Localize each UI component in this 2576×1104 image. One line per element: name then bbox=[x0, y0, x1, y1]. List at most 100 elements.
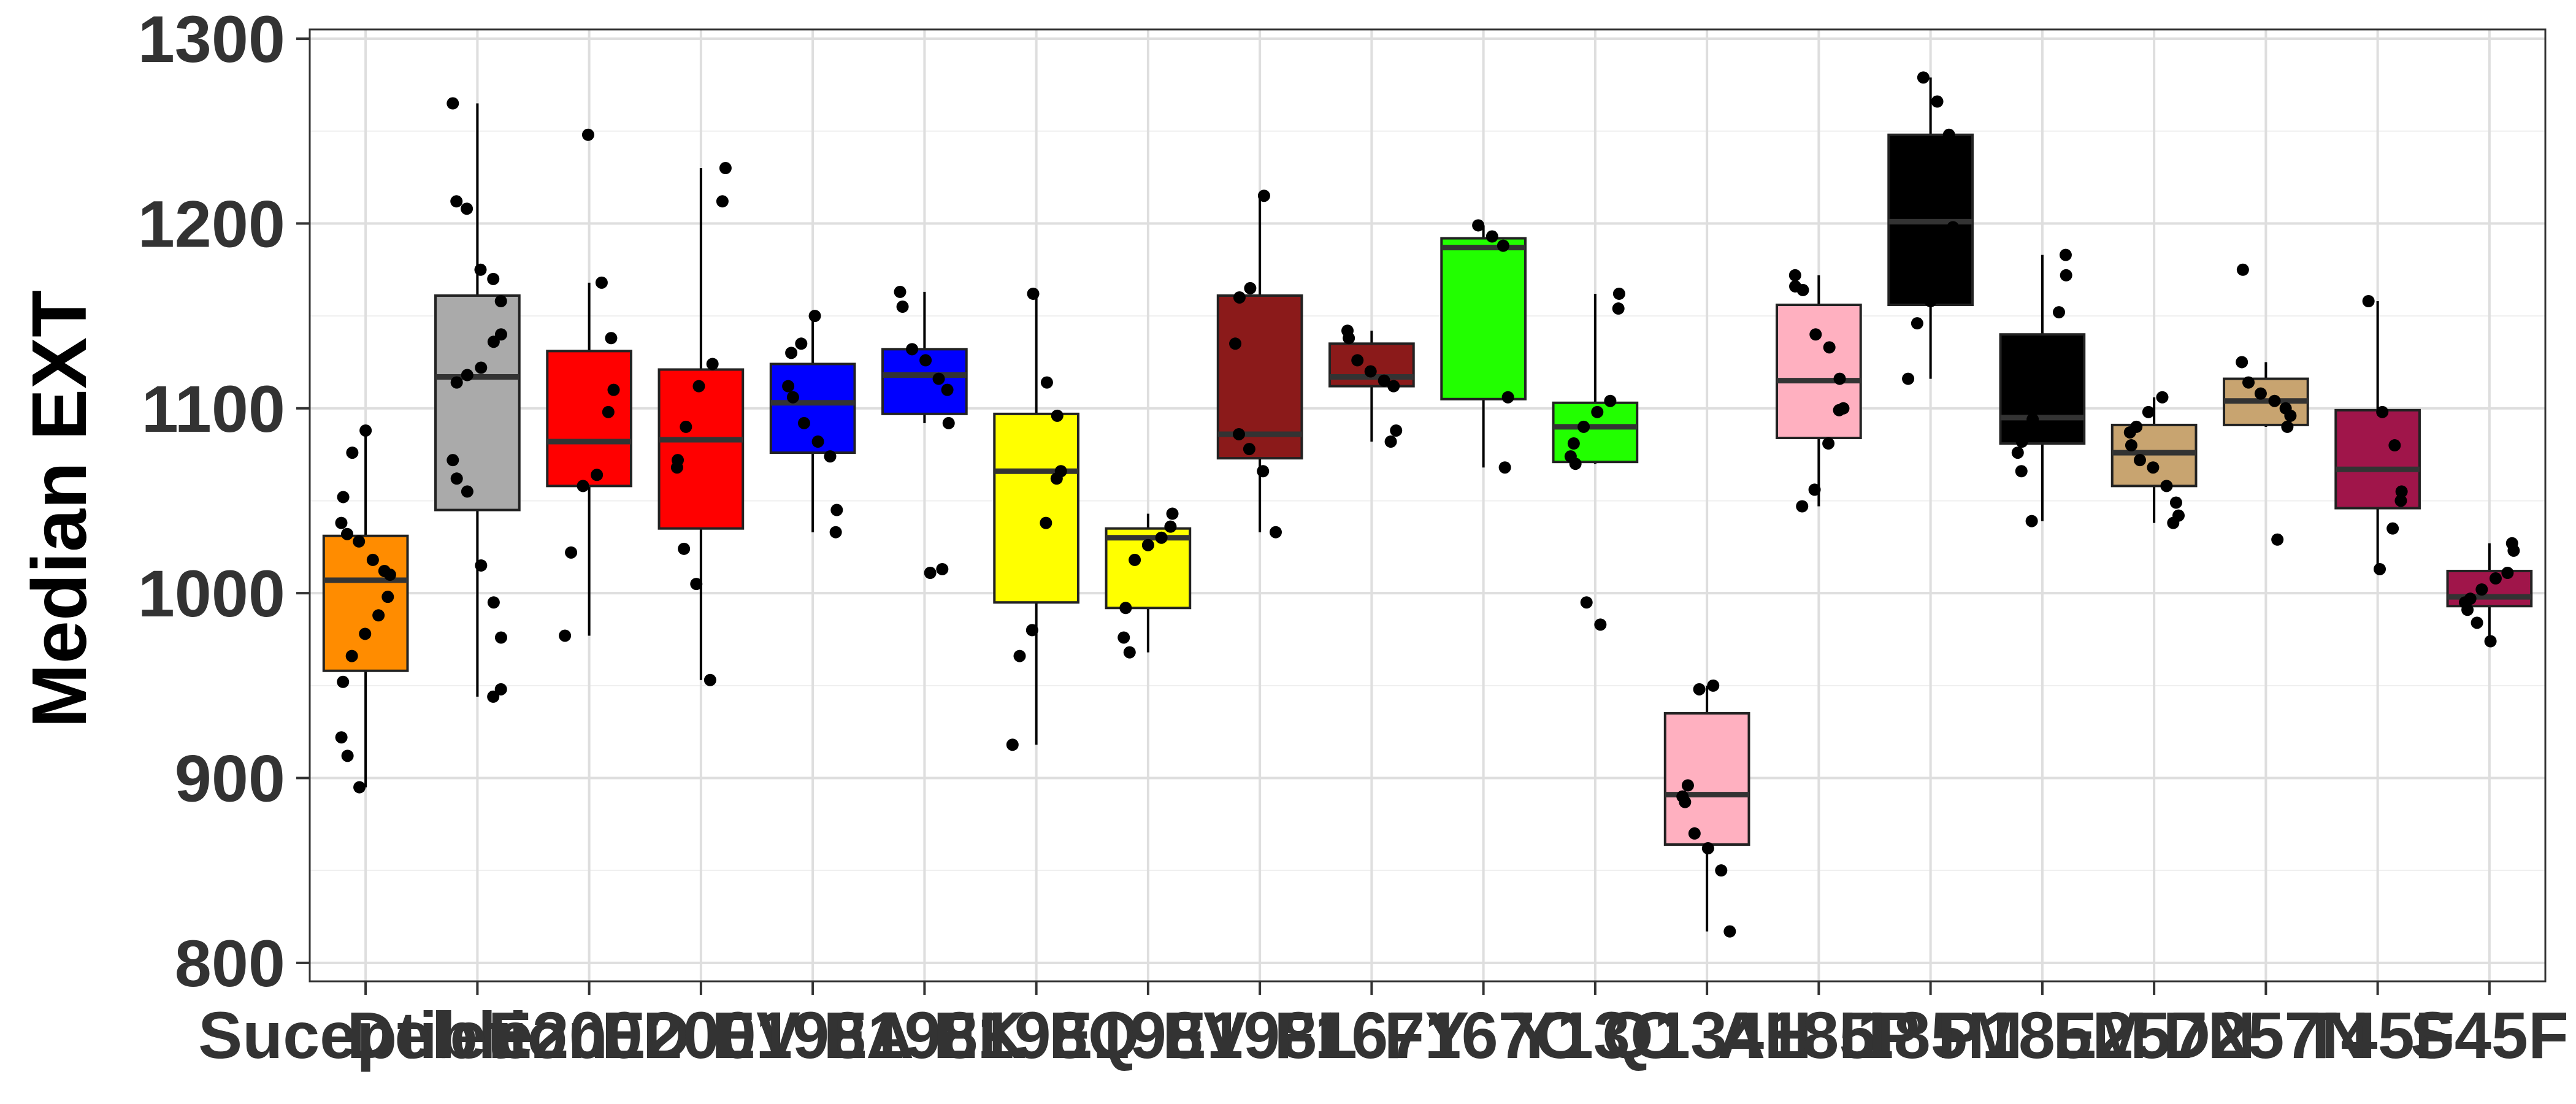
box-e198l bbox=[1216, 196, 1303, 532]
data-point bbox=[2040, 365, 2053, 378]
box-i185m bbox=[1887, 77, 1974, 379]
data-point bbox=[1604, 394, 1617, 407]
data-point bbox=[450, 472, 463, 485]
data-point bbox=[2059, 248, 2072, 261]
data-point bbox=[2060, 269, 2072, 282]
data-point bbox=[450, 376, 463, 389]
data-point bbox=[2236, 263, 2249, 276]
data-point bbox=[1809, 328, 1822, 341]
data-point bbox=[577, 480, 589, 493]
data-point bbox=[1006, 738, 1019, 751]
data-point bbox=[605, 332, 618, 345]
data-point bbox=[447, 454, 459, 467]
data-point bbox=[2167, 516, 2180, 529]
data-point bbox=[1949, 177, 1961, 190]
data-point bbox=[1833, 372, 1846, 385]
x-axis-ticks: SuceptibleDeletionE200DE200VE198AE198KE1… bbox=[198, 981, 2569, 1072]
data-point bbox=[1823, 341, 1836, 354]
data-point bbox=[2471, 616, 2483, 629]
data-point bbox=[341, 749, 354, 762]
box-f167c bbox=[1440, 225, 1527, 468]
data-point bbox=[1917, 71, 1930, 84]
data-point bbox=[2501, 566, 2514, 579]
box-iqr bbox=[1663, 712, 1750, 846]
data-point bbox=[1707, 679, 1720, 692]
data-point bbox=[366, 553, 379, 566]
data-point bbox=[381, 591, 394, 604]
box-f167y bbox=[1328, 331, 1415, 442]
data-point bbox=[345, 650, 358, 662]
data-point bbox=[785, 347, 798, 359]
data-point bbox=[1796, 500, 1809, 513]
box-series bbox=[322, 77, 2533, 932]
data-point bbox=[2268, 394, 2281, 407]
x-tick-label: Deletion bbox=[347, 998, 608, 1072]
data-point bbox=[1681, 779, 1694, 792]
data-point bbox=[2254, 387, 2267, 400]
data-points bbox=[335, 71, 2520, 938]
data-point bbox=[383, 569, 396, 581]
data-point bbox=[1693, 683, 1706, 696]
data-point bbox=[1387, 380, 1400, 393]
x-tick-label: Y13C bbox=[1512, 998, 1678, 1072]
data-point bbox=[942, 416, 955, 429]
data-point bbox=[1051, 409, 1064, 422]
data-point bbox=[353, 535, 366, 548]
data-point bbox=[335, 731, 348, 744]
data-point bbox=[1796, 283, 1809, 296]
data-point bbox=[1715, 864, 1728, 877]
data-point bbox=[1155, 531, 1168, 544]
box-e198v bbox=[1105, 513, 1192, 653]
data-point bbox=[607, 383, 620, 396]
data-point bbox=[475, 559, 488, 572]
data-point bbox=[2125, 439, 2137, 452]
data-point bbox=[1117, 631, 1130, 644]
data-point bbox=[335, 516, 348, 529]
data-point bbox=[941, 383, 954, 396]
data-point bbox=[692, 380, 705, 393]
data-point bbox=[2284, 409, 2297, 422]
data-point bbox=[1050, 472, 1063, 485]
data-point bbox=[447, 97, 459, 110]
data-point bbox=[353, 781, 366, 794]
x-tick-label: P185M bbox=[1938, 998, 2147, 1072]
data-point bbox=[811, 435, 824, 448]
data-point bbox=[559, 629, 572, 642]
data-point bbox=[782, 380, 795, 393]
data-point bbox=[1688, 827, 1701, 840]
y-tick-label: 1200 bbox=[138, 186, 285, 261]
data-point bbox=[2394, 494, 2407, 507]
x-tick-label: I185M bbox=[1839, 998, 2023, 1072]
data-point bbox=[487, 272, 500, 285]
data-point bbox=[830, 504, 843, 516]
data-point bbox=[1233, 291, 1246, 304]
data-point bbox=[341, 527, 354, 540]
data-point bbox=[1351, 354, 1364, 367]
data-point bbox=[1269, 526, 1282, 539]
x-tick-label: E198Q bbox=[933, 998, 1140, 1072]
data-point bbox=[1378, 374, 1390, 387]
data-point bbox=[706, 358, 719, 370]
data-point bbox=[2160, 480, 2173, 493]
data-point bbox=[337, 675, 350, 688]
data-point bbox=[1902, 372, 1915, 385]
data-point bbox=[1594, 618, 1607, 631]
data-point bbox=[716, 195, 729, 208]
data-point bbox=[1485, 230, 1498, 243]
y-axis-label: Median EXT bbox=[16, 290, 102, 728]
data-point bbox=[346, 447, 359, 459]
box-iqr bbox=[1999, 333, 2086, 445]
box-e198a bbox=[769, 316, 856, 532]
data-point bbox=[1808, 483, 1821, 496]
data-point bbox=[690, 578, 703, 591]
x-tick-label: A185P bbox=[1717, 998, 1920, 1072]
box-iqr bbox=[769, 362, 856, 454]
y-tick-label: 1000 bbox=[138, 556, 285, 631]
data-point bbox=[1364, 365, 1377, 378]
data-point bbox=[1679, 795, 1692, 808]
x-tick-label: F167C bbox=[1384, 998, 1583, 1072]
data-point bbox=[450, 195, 463, 208]
panel-border bbox=[309, 28, 2547, 983]
